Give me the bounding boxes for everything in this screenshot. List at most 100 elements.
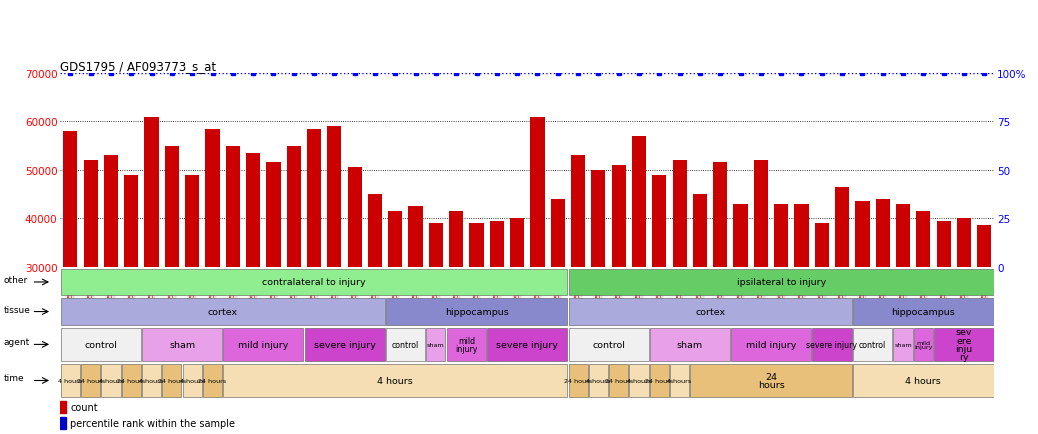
Bar <box>487 328 568 361</box>
Bar <box>83 161 98 267</box>
Bar <box>936 221 951 267</box>
Bar <box>469 224 484 267</box>
Bar <box>632 137 646 267</box>
Bar <box>853 299 993 325</box>
Bar <box>125 175 138 267</box>
Text: 24 hours: 24 hours <box>77 378 105 383</box>
Text: 24 hours: 24 hours <box>564 378 593 383</box>
Bar <box>754 161 768 267</box>
Text: other: other <box>4 276 28 285</box>
Bar <box>652 175 666 267</box>
Bar <box>223 328 303 361</box>
Bar <box>203 364 222 397</box>
Bar <box>650 364 668 397</box>
Text: tissue: tissue <box>4 305 31 314</box>
Bar <box>510 219 524 267</box>
Text: control: control <box>84 340 117 349</box>
Bar <box>855 202 870 267</box>
Bar <box>61 328 141 361</box>
Bar <box>63 132 78 267</box>
Bar <box>162 364 182 397</box>
Bar <box>530 117 545 267</box>
Text: control: control <box>391 340 419 349</box>
Bar <box>367 194 382 267</box>
Text: cortex: cortex <box>208 307 238 316</box>
Text: 24 hours: 24 hours <box>198 378 226 383</box>
Text: 4 hours: 4 hours <box>139 378 164 383</box>
Bar <box>142 364 161 397</box>
Bar <box>977 226 991 267</box>
Bar <box>104 156 118 267</box>
Text: mild injury: mild injury <box>238 340 289 349</box>
Bar <box>348 168 362 267</box>
Text: ipsilateral to injury: ipsilateral to injury <box>737 278 826 287</box>
Bar <box>490 221 504 267</box>
Bar <box>673 161 687 267</box>
Bar <box>569 328 649 361</box>
Bar <box>60 417 66 429</box>
Text: control: control <box>592 340 625 349</box>
Text: 4 hours: 4 hours <box>99 378 124 383</box>
Text: 4 hours: 4 hours <box>180 378 204 383</box>
Bar <box>853 364 993 397</box>
Bar <box>690 364 851 397</box>
Bar <box>61 299 384 325</box>
Bar <box>142 328 222 361</box>
Bar <box>183 364 201 397</box>
Bar <box>60 401 66 413</box>
Bar <box>225 146 240 267</box>
Bar <box>267 163 280 267</box>
Bar <box>327 127 342 267</box>
Text: 24 hours: 24 hours <box>117 378 145 383</box>
Text: 24 hours: 24 hours <box>646 378 674 383</box>
Bar <box>386 328 426 361</box>
Bar <box>388 211 403 267</box>
Bar <box>449 211 463 267</box>
Text: sham: sham <box>677 340 703 349</box>
Bar <box>304 328 384 361</box>
Bar <box>386 299 568 325</box>
Text: GDS1795 / AF093773_s_at: GDS1795 / AF093773_s_at <box>60 59 216 72</box>
Bar <box>812 328 851 361</box>
Bar <box>286 146 301 267</box>
Text: 4 hours: 4 hours <box>58 378 82 383</box>
Text: control: control <box>858 340 886 349</box>
Bar <box>853 328 893 361</box>
Bar <box>121 364 141 397</box>
Bar <box>550 199 565 267</box>
Bar <box>592 170 605 267</box>
Bar <box>165 146 179 267</box>
Bar <box>206 129 220 267</box>
Bar <box>957 219 972 267</box>
Text: contralateral to injury: contralateral to injury <box>263 278 365 287</box>
Text: mild
injury: mild injury <box>456 336 477 353</box>
Bar <box>102 364 120 397</box>
Bar <box>446 328 486 361</box>
Bar <box>569 269 993 296</box>
Bar <box>246 154 261 267</box>
Bar <box>692 194 707 267</box>
Bar <box>629 364 649 397</box>
Bar <box>61 364 80 397</box>
Text: 4 hours: 4 hours <box>586 378 610 383</box>
Text: time: time <box>4 373 25 382</box>
Bar <box>794 204 809 267</box>
Bar <box>671 364 689 397</box>
Text: 4 hours: 4 hours <box>667 378 691 383</box>
Text: sham: sham <box>894 342 911 347</box>
Bar <box>185 175 199 267</box>
Bar <box>571 156 585 267</box>
Bar <box>774 204 788 267</box>
Bar <box>650 328 730 361</box>
Bar <box>894 328 912 361</box>
Text: 24
hours: 24 hours <box>758 372 785 389</box>
Bar <box>409 207 422 267</box>
Bar <box>427 328 445 361</box>
Bar <box>815 224 829 267</box>
Text: hippocampus: hippocampus <box>444 307 509 316</box>
Bar <box>713 163 728 267</box>
Text: 4 hours: 4 hours <box>627 378 651 383</box>
Text: 4 hours: 4 hours <box>905 376 941 385</box>
Text: severe injury: severe injury <box>496 340 558 349</box>
Bar <box>917 211 930 267</box>
